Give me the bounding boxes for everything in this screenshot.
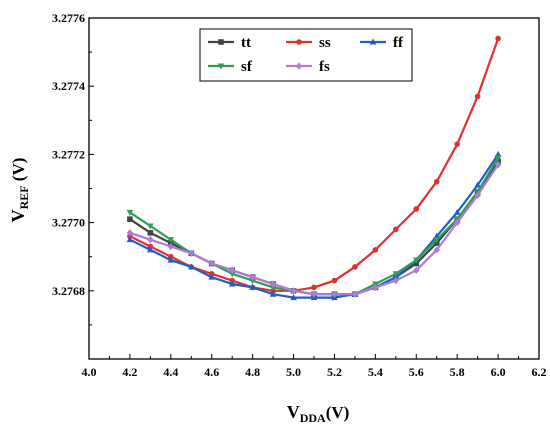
legend-label: ss — [319, 35, 331, 51]
series-ff — [126, 150, 502, 301]
data-point-fs — [392, 276, 400, 285]
data-point-tt — [147, 230, 154, 236]
x-tick-label: 5.4 — [368, 365, 383, 379]
x-tick-label: 5.8 — [450, 365, 465, 379]
data-point-ss — [352, 264, 358, 270]
series-line-sf — [129, 157, 500, 296]
data-point-ff — [453, 208, 461, 215]
data-point-fs — [331, 290, 338, 298]
data-point-fs — [413, 266, 420, 274]
series-line-ff — [129, 153, 500, 299]
x-axis-ticks: 4.0 4.2 4.4 4.6 4.8 5.0 5.2 5.4 5.6 5.8 6.0 6.2 — [82, 354, 547, 379]
data-point-ff — [290, 294, 297, 301]
data-point-ss — [311, 284, 317, 291]
data-point-fs — [433, 246, 440, 254]
data-point-fs — [351, 290, 359, 298]
x-tick-label: 4.2 — [122, 365, 137, 379]
data-point-ss — [331, 277, 338, 284]
x-tick-label: 4.0 — [82, 365, 97, 379]
data-point-sf — [392, 271, 400, 278]
data-point-fs — [494, 161, 502, 169]
x-tick-label: 5.2 — [327, 365, 342, 379]
data-point-fs — [147, 236, 154, 244]
legend-label: ff — [393, 35, 404, 51]
data-point-tt — [127, 216, 133, 222]
data-point-fs — [290, 287, 297, 295]
data-point-ss — [413, 206, 420, 212]
data-point-fs — [188, 249, 195, 257]
x-tick-label: 6.0 — [491, 365, 506, 379]
y-axis-label: VREF (V) — [8, 158, 31, 223]
data-point-ff — [249, 283, 256, 290]
data-point-fs — [310, 290, 318, 298]
data-point-fs — [126, 229, 134, 237]
x-tick-label: 4.4 — [163, 365, 178, 379]
legend: tt ss ff sf fs — [199, 28, 413, 82]
legend-label: sf — [241, 59, 253, 75]
data-point-ss — [454, 141, 460, 147]
data-point-sf — [249, 278, 256, 285]
data-point-ff — [147, 246, 154, 253]
x-tick-label: 5.6 — [409, 365, 424, 379]
legend-swatch-marker — [217, 63, 225, 70]
x-tick-label: 5.0 — [286, 365, 301, 379]
data-point-ss — [433, 178, 440, 185]
data-point-ff — [228, 280, 236, 287]
data-point-ss — [474, 93, 481, 100]
data-point-ss — [372, 247, 379, 253]
data-point-sf — [433, 237, 441, 244]
y-tick-label: 3.2772 — [52, 147, 85, 161]
x-tick-label: 6.2 — [532, 365, 547, 379]
y-tick-label: 3.2774 — [52, 79, 85, 93]
series-layer — [126, 35, 502, 301]
y-tick-label: 3.2768 — [52, 284, 85, 298]
y-tick-label: 3.2770 — [52, 216, 85, 230]
data-point-fs — [208, 259, 215, 268]
y-tick-label: 3.2776 — [52, 11, 85, 25]
data-point-sf — [269, 284, 277, 291]
x-tick-label: 4.6 — [204, 365, 219, 379]
data-point-ff — [167, 256, 175, 263]
legend-item-ss: ss — [286, 35, 331, 51]
data-point-fs — [453, 219, 461, 227]
data-point-ff — [474, 181, 481, 188]
data-point-fs — [474, 191, 481, 199]
data-point-fs — [249, 273, 256, 281]
data-point-sf — [412, 257, 420, 264]
data-point-fs — [372, 283, 379, 291]
data-point-sf — [147, 223, 154, 230]
data-point-ss — [495, 35, 501, 42]
data-point-ff — [126, 236, 134, 243]
legend-box — [199, 28, 413, 82]
series-fs — [126, 161, 502, 298]
data-point-fs — [228, 266, 236, 274]
y-axis-ticks: 3.2768 3.2770 3.2772 3.2774 3.2776 — [52, 11, 94, 326]
legend-swatch-marker — [218, 39, 224, 45]
data-point-ff — [269, 290, 277, 297]
data-point-ff — [208, 273, 216, 280]
legend-item-tt: tt — [208, 35, 251, 51]
legend-item-sf: sf — [208, 59, 253, 75]
data-point-ff — [187, 263, 195, 270]
legend-swatch-marker — [369, 38, 377, 45]
x-tick-label: 4.8 — [245, 365, 260, 379]
legend-item-fs: fs — [286, 59, 330, 75]
data-point-sf — [126, 209, 134, 216]
data-point-fs — [269, 280, 277, 288]
data-point-fs — [167, 242, 175, 251]
legend-label: fs — [319, 59, 330, 75]
data-point-sf — [228, 271, 236, 278]
legend-item-ff: ff — [360, 35, 404, 51]
x-axis-label: VDDA(V) — [287, 402, 350, 425]
legend-label: tt — [241, 35, 251, 51]
data-point-sf — [167, 237, 175, 244]
legend-swatch-marker — [295, 62, 303, 70]
data-point-sf — [494, 155, 502, 162]
legend-swatch-marker — [296, 39, 302, 45]
data-point-ss — [393, 226, 399, 233]
